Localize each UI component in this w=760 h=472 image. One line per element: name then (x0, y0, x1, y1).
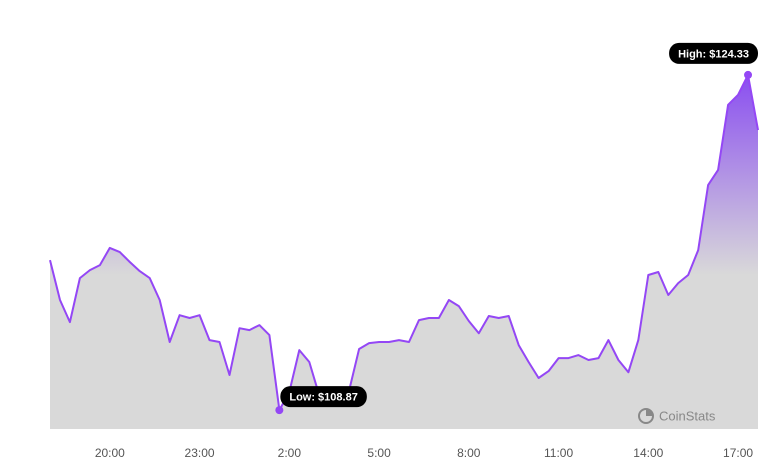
value-label: High: $124.33 (669, 42, 758, 64)
x-tick-label: 8:00 (457, 446, 481, 460)
value-label-text: Low: $108.87 (289, 392, 357, 404)
x-tick-label: 11:00 (544, 446, 573, 460)
watermark: CoinStats (659, 408, 716, 423)
label-box (669, 42, 758, 64)
value-label: Low: $108.87 (280, 386, 367, 408)
line (49, 73, 759, 412)
x-tick-label: 14:00 (633, 446, 663, 460)
x-tick-label: 5:00 (367, 446, 391, 460)
area (50, 74, 758, 430)
marker-dot (275, 406, 284, 415)
watermark-logo (638, 408, 654, 424)
x-tick-label: 20:00 (95, 446, 125, 460)
label-box (280, 386, 367, 408)
x-tick-label: 17:00 (723, 446, 753, 460)
x-tick-label: 23:00 (185, 446, 215, 460)
value-label-text: High: $124.33 (678, 48, 749, 60)
x-tick-label: 2:00 (278, 446, 302, 460)
marker-dot (744, 70, 753, 79)
